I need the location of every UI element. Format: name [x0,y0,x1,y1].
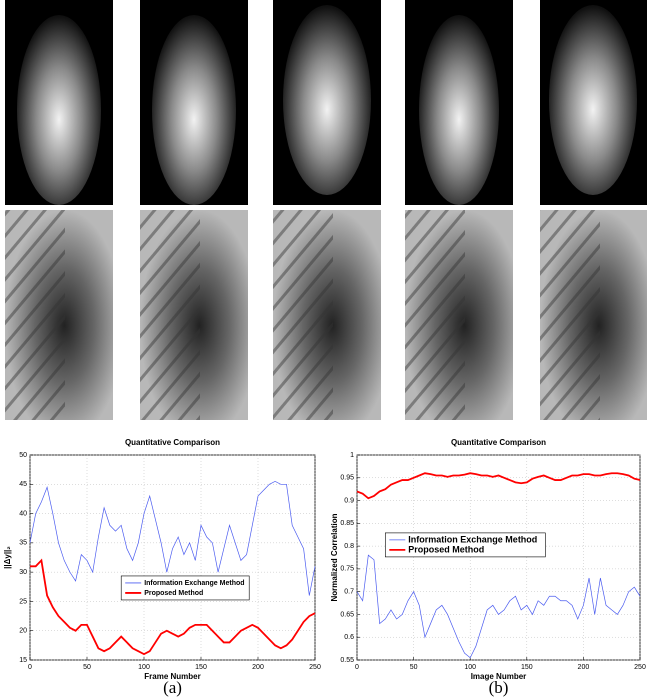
x-tick-label: 200 [578,664,590,671]
caption: (a) [163,678,182,697]
legend-box [384,532,546,558]
x-tick-label: 150 [195,664,207,671]
x-axis-label: Frame Number [144,672,200,681]
y-tick-label: 30 [19,569,27,576]
y-tick-label: 0.85 [340,520,354,527]
y-tick-label: 0.8 [344,543,354,550]
y-tick-label: 25 [19,598,27,605]
y-tick-label: 0.75 [340,566,354,573]
image-grid [5,0,647,420]
chart-title: Quantitative Comparison [125,438,220,447]
y-tick-label: 0.7 [344,589,354,596]
series-line [356,472,641,500]
x-tick-label: 200 [252,664,264,671]
series-line [29,480,316,596]
y-tick-label: 0.55 [340,657,354,664]
legend-box [120,575,250,601]
y-axis-label: Normalized Correlation [330,513,339,601]
plot-area [29,454,316,661]
legend-label: Proposed Method [408,544,484,554]
y-axis-label: ||Δy||₂ [3,546,12,569]
series-line [356,554,641,659]
y-tick-label: 50 [19,452,27,459]
x-tick-label: 100 [464,664,476,671]
legend-label: Information Exchange Method [144,580,244,587]
series-line [30,558,316,656]
y-tick-label: 0.9 [344,497,354,504]
heat-row [5,0,647,205]
x-tick-label: 0 [355,664,359,671]
legend-label: Proposed Method [144,590,203,597]
gray-row [5,210,647,420]
x-tick-label: 250 [634,664,646,671]
plot-area [356,454,641,661]
y-tick-label: 40 [19,510,27,517]
y-tick-label: 35 [19,540,27,547]
x-axis-label: Image Number [471,672,527,681]
y-tick-label: 0.95 [340,475,354,482]
y-tick-label: 20 [19,628,27,635]
y-tick-label: 1 [350,452,354,459]
x-tick-label: 0 [28,664,32,671]
x-tick-label: 150 [521,664,533,671]
x-tick-label: 250 [309,664,321,671]
y-tick-label: 45 [19,481,27,488]
x-tick-label: 50 [83,664,91,671]
x-tick-label: 50 [410,664,418,671]
y-tick-label: 15 [19,657,27,664]
caption: (b) [489,678,509,697]
legend-label: Information Exchange Method [408,534,537,544]
y-tick-label: 0.65 [340,611,354,618]
y-tick-label: 0.6 [344,634,354,641]
chart-title: Quantitative Comparison [451,438,546,447]
x-tick-label: 100 [138,664,150,671]
